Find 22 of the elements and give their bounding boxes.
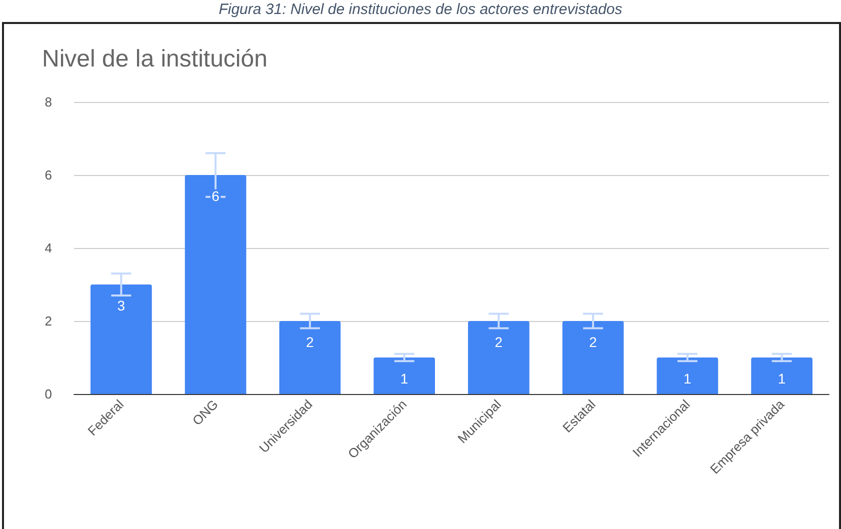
bar [184,175,246,394]
bar [279,321,341,394]
data-label: 2 [306,334,314,350]
y-tick-label: 0 [44,386,52,402]
data-label: 1 [400,370,408,386]
data-label: 2 [494,334,503,350]
bar [656,358,718,394]
data-label: 1 [684,370,692,386]
y-tick-label: 2 [44,314,52,328]
y-tick-label: 8 [44,94,52,110]
data-label: 3 [117,298,126,314]
bar [562,321,624,394]
bar [90,284,152,394]
bar [374,358,435,394]
bar [468,321,530,394]
y-tick-label: 4 [44,240,52,256]
y-tick-label: 6 [44,168,52,182]
bar [751,358,812,394]
data-label: 1 [778,370,786,386]
chart-title: Nivel de la institución [42,46,268,72]
data-label: 2 [589,334,598,350]
text: Figura 31: Nivel de instituciones de los actores entrevistados [218,0,624,20]
